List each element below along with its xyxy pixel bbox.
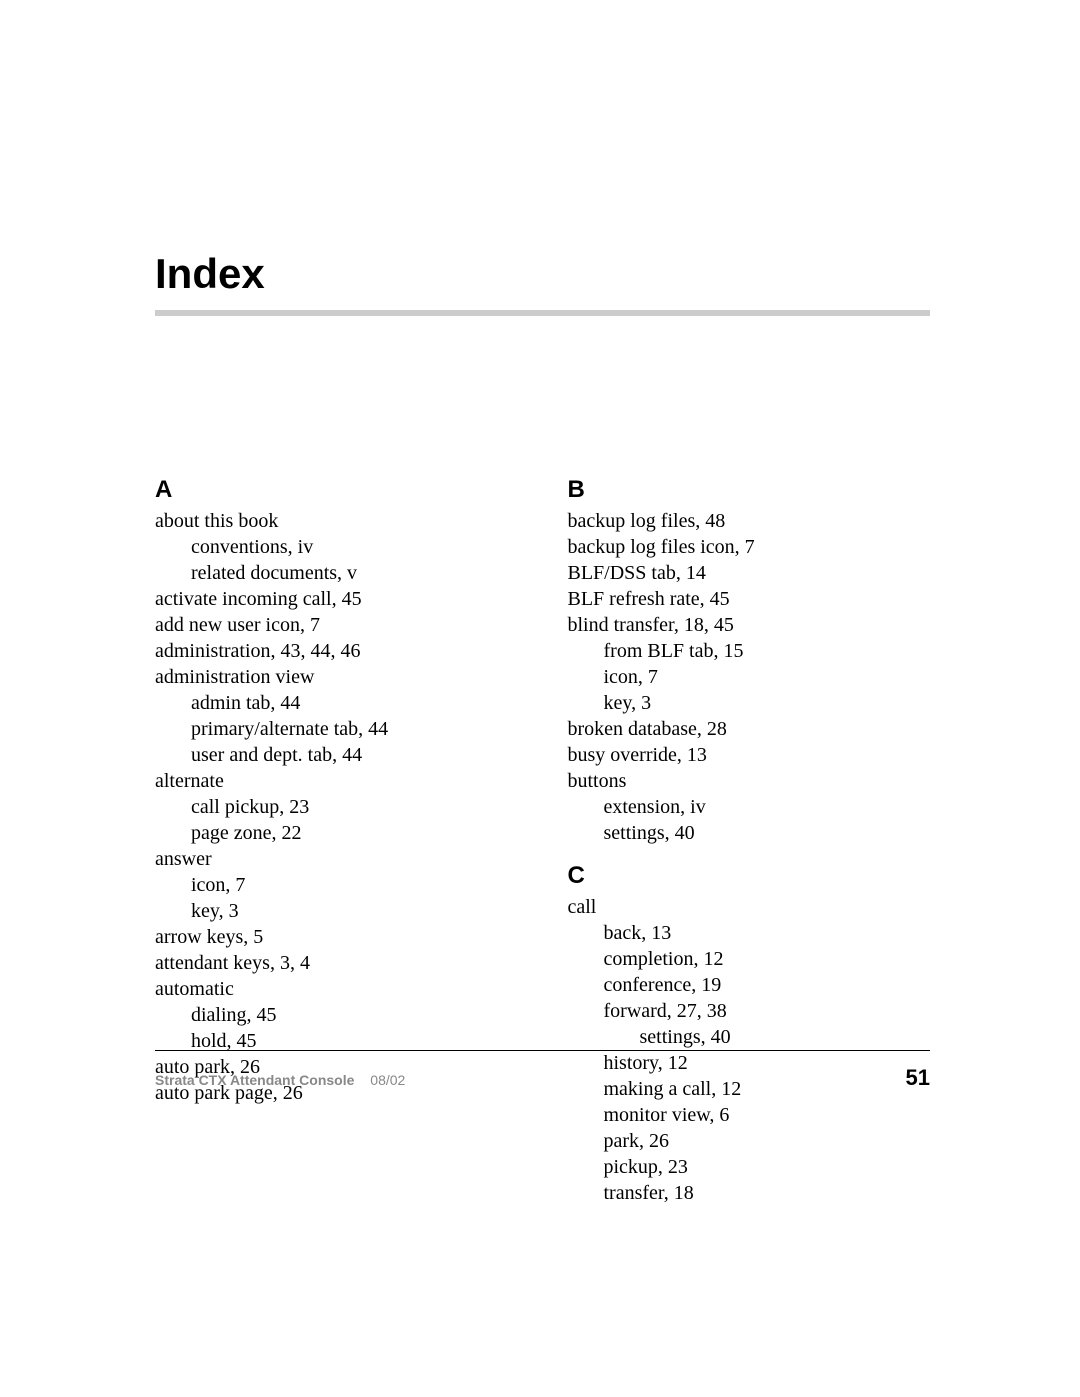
index-entry: backup log files icon, 7 (568, 534, 931, 560)
index-entry: icon, 7 (568, 664, 931, 690)
index-entry: key, 3 (155, 898, 518, 924)
index-entry: administration view (155, 664, 518, 690)
index-entry: blind transfer, 18, 45 (568, 612, 931, 638)
section-letter: C (568, 862, 931, 890)
index-entry: automatic (155, 976, 518, 1002)
index-entry: administration, 43, 44, 46 (155, 638, 518, 664)
index-entry: attendant keys, 3, 4 (155, 950, 518, 976)
index-entry: add new user icon, 7 (155, 612, 518, 638)
index-entry: BLF/DSS tab, 14 (568, 560, 931, 586)
page-footer: Strata CTX Attendant Console 08/02 51 (155, 1065, 930, 1091)
index-entry: park, 26 (568, 1128, 931, 1154)
index-entry: admin tab, 44 (155, 690, 518, 716)
footer-rule (155, 1050, 930, 1051)
index-entry: completion, 12 (568, 946, 931, 972)
index-entry: user and dept. tab, 44 (155, 742, 518, 768)
index-entry: settings, 40 (568, 1024, 931, 1050)
page-title: Index (155, 250, 930, 298)
index-entry: dialing, 45 (155, 1002, 518, 1028)
index-entry: call (568, 894, 931, 920)
index-entry: page zone, 22 (155, 820, 518, 846)
index-entry: conventions, iv (155, 534, 518, 560)
index-entry: extension, iv (568, 794, 931, 820)
index-entry: settings, 40 (568, 820, 931, 846)
index-entry: broken database, 28 (568, 716, 931, 742)
index-entry: from BLF tab, 15 (568, 638, 931, 664)
index-entry: activate incoming call, 45 (155, 586, 518, 612)
index-entry: about this book (155, 508, 518, 534)
index-entry: back, 13 (568, 920, 931, 946)
page-container: Index Aabout this bookconventions, ivrel… (0, 0, 1080, 1206)
index-entry: backup log files, 48 (568, 508, 931, 534)
index-entry: monitor view, 6 (568, 1102, 931, 1128)
footer-doc-title: Strata CTX Attendant Console 08/02 (155, 1072, 405, 1088)
index-entry: busy override, 13 (568, 742, 931, 768)
index-entry: conference, 19 (568, 972, 931, 998)
footer-date: 08/02 (370, 1072, 405, 1088)
index-entry: answer (155, 846, 518, 872)
index-entry: arrow keys, 5 (155, 924, 518, 950)
index-entry: alternate (155, 768, 518, 794)
index-columns: Aabout this bookconventions, ivrelated d… (155, 476, 930, 1206)
index-entry: pickup, 23 (568, 1154, 931, 1180)
column-left: Aabout this bookconventions, ivrelated d… (155, 476, 518, 1206)
index-entry: forward, 27, 38 (568, 998, 931, 1024)
index-entry: icon, 7 (155, 872, 518, 898)
column-right: Bbackup log files, 48backup log files ic… (568, 476, 931, 1206)
title-rule (155, 310, 930, 316)
section-letter: B (568, 476, 931, 504)
index-entry: BLF refresh rate, 45 (568, 586, 931, 612)
index-entry: transfer, 18 (568, 1180, 931, 1206)
index-entry: call pickup, 23 (155, 794, 518, 820)
index-entry: related documents, v (155, 560, 518, 586)
index-entry: buttons (568, 768, 931, 794)
footer-page-number: 51 (906, 1065, 930, 1091)
section-letter: A (155, 476, 518, 504)
index-entry: key, 3 (568, 690, 931, 716)
footer-doc: Strata CTX Attendant Console (155, 1072, 354, 1088)
index-entry: primary/alternate tab, 44 (155, 716, 518, 742)
